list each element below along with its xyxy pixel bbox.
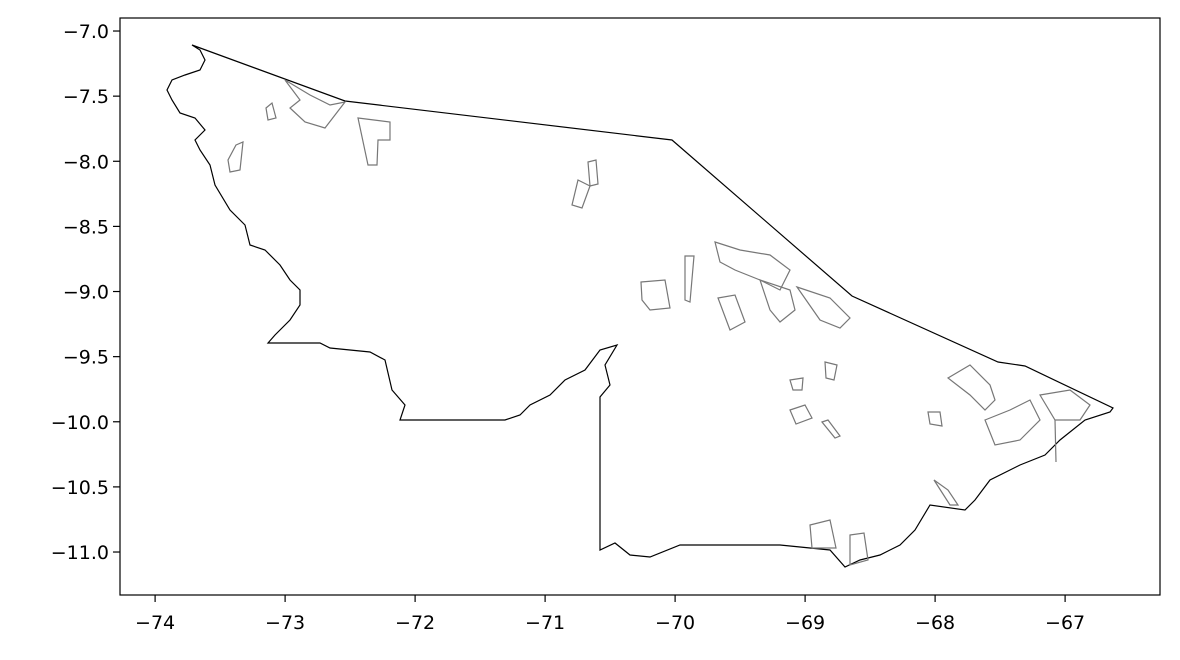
x-tick-label: −74 [135, 612, 175, 634]
x-tick-label: −71 [525, 612, 565, 634]
area [684, 255, 695, 303]
area [1039, 389, 1091, 421]
x-tick-label: −69 [785, 612, 825, 634]
area [984, 399, 1041, 446]
area [824, 361, 838, 381]
area [714, 241, 791, 291]
area [357, 117, 391, 166]
map-shapes [166, 44, 1114, 568]
area [587, 159, 599, 187]
area [227, 141, 244, 173]
x-tick-label: −73 [265, 612, 305, 634]
area [571, 179, 591, 209]
protected-areas [227, 79, 1091, 566]
area [265, 101, 277, 121]
area [759, 279, 796, 323]
area [849, 532, 869, 566]
y-tick-label: −10.0 [51, 412, 109, 434]
area [717, 294, 746, 331]
area [927, 411, 943, 427]
area [789, 404, 813, 425]
y-tick-label: −8.5 [63, 216, 109, 238]
area [809, 519, 837, 549]
x-tick-label: −72 [395, 612, 435, 634]
y-tick-label: −8.0 [63, 151, 109, 173]
y-tick-label: −9.0 [63, 282, 109, 304]
area [284, 79, 347, 129]
area [789, 377, 804, 391]
x-tick-label: −68 [915, 612, 955, 634]
y-tick-label: −7.0 [63, 21, 109, 43]
y-tick-label: −9.5 [63, 347, 109, 369]
y-tick-label: −11.0 [51, 542, 109, 564]
plot-frame [119, 17, 1161, 596]
area [946, 364, 996, 411]
area [1054, 419, 1057, 463]
area [795, 285, 851, 329]
x-tick-label: −70 [655, 612, 695, 634]
state-outline [166, 44, 1114, 568]
area [933, 479, 960, 506]
x-tick-label: −67 [1045, 612, 1085, 634]
area [820, 419, 841, 439]
y-tick-label: −10.5 [51, 477, 109, 499]
y-tick-label: −7.5 [63, 86, 109, 108]
area [640, 279, 671, 311]
